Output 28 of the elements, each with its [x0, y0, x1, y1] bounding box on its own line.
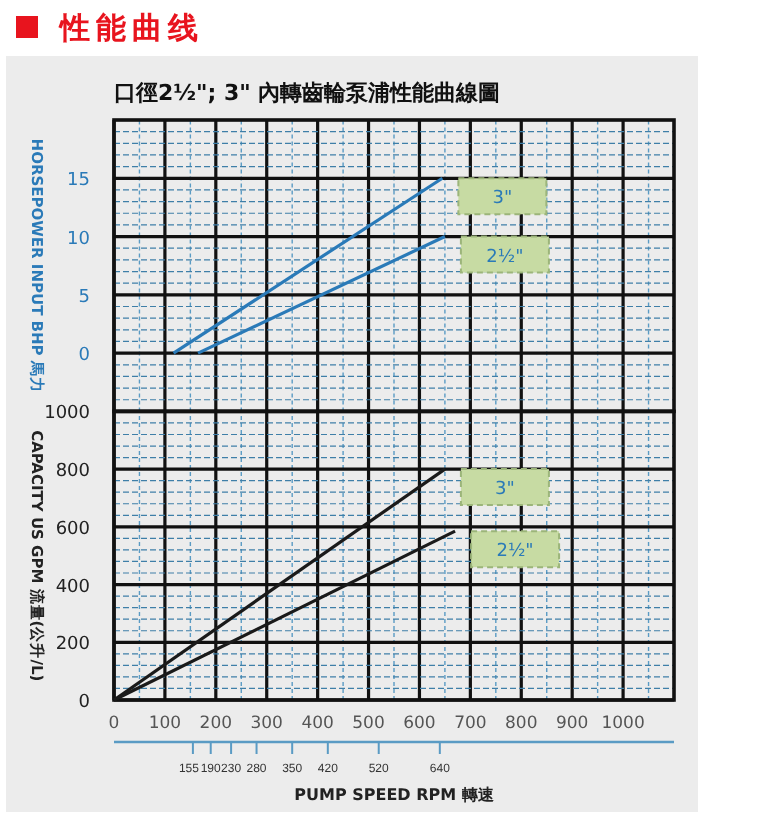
y-tick-label: 0	[78, 693, 91, 713]
x-tick-label: 100	[148, 714, 182, 734]
chart-subtitle: 口徑2½"; 3" 內轉齒輪泵浦性能曲線圖	[114, 80, 501, 106]
y-tick-label: 1000	[44, 404, 91, 425]
x-tick-label: 500	[352, 714, 385, 734]
y-tick-label: 800	[55, 462, 91, 483]
x-tick-label: 400	[301, 714, 334, 734]
x-tick-label: 600	[403, 714, 436, 734]
x-tick-label: 1000	[601, 714, 645, 734]
text: 3"	[495, 480, 515, 501]
x-axis-title: PUMP SPEED RPM 轉速	[294, 786, 496, 804]
y-tick-label: 5	[78, 287, 90, 308]
x-tick-label: 300	[250, 714, 283, 734]
x-tick-label: 900	[555, 714, 589, 734]
y-tick-label: 10	[67, 229, 91, 250]
y-tick-label: 15	[67, 171, 90, 192]
text: 2½"	[486, 247, 524, 268]
text: 2½"	[496, 542, 534, 563]
y-tick-label: 600	[55, 519, 91, 540]
x-tick-label: 800	[505, 714, 538, 734]
chart-title: 性能曲线	[58, 10, 204, 46]
y-tick-label: 0	[78, 346, 91, 367]
y-tick-label: 200	[55, 635, 91, 656]
x-tick-label: 700	[454, 714, 487, 734]
text: 3"	[492, 189, 513, 210]
x-tick-label: 200	[199, 714, 233, 734]
x-tick-label: 0	[108, 714, 120, 734]
y-tick-label: 400	[55, 577, 91, 598]
